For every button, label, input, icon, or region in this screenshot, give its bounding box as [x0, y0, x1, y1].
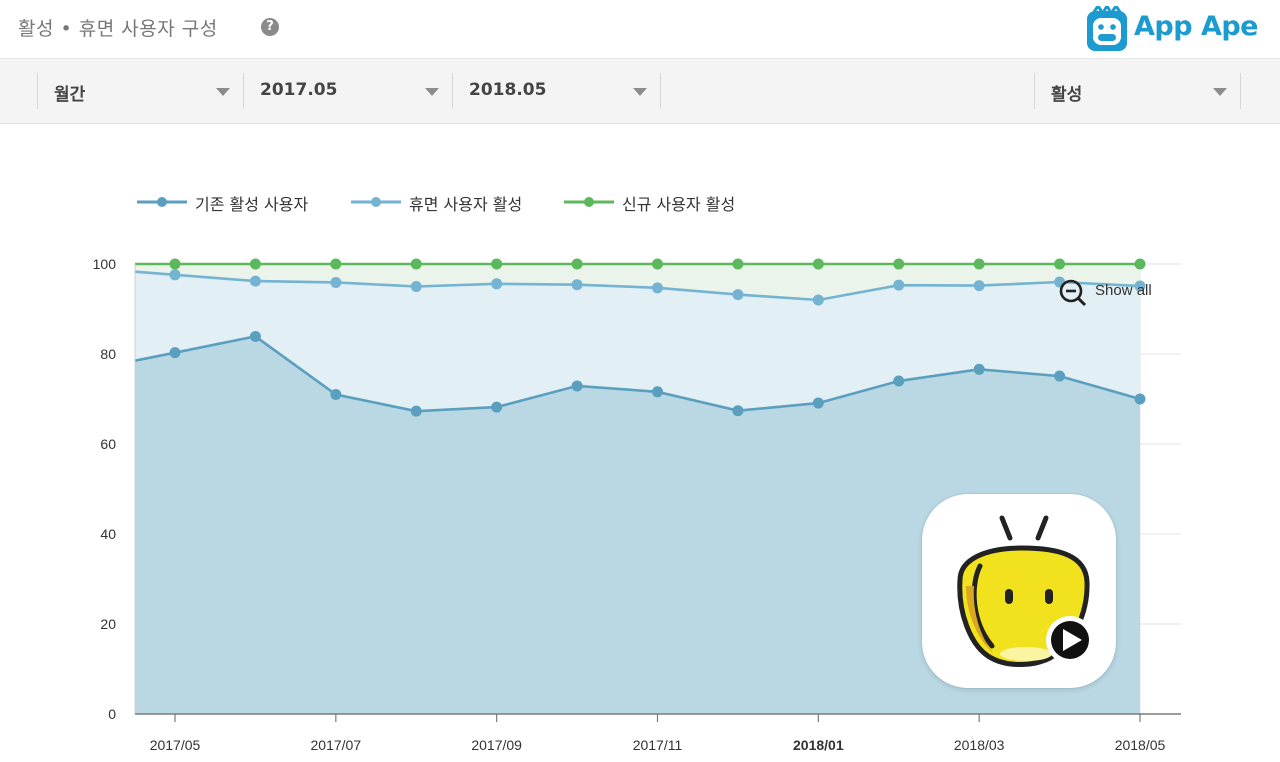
legend-label: 기존 활성 사용자 [195, 195, 309, 214]
zoom-out-icon [1059, 279, 1087, 307]
data-point [732, 289, 744, 301]
y-tick-label: 20 [100, 616, 116, 632]
data-point [169, 347, 181, 359]
series-line-1 [134, 270, 1141, 302]
legend-swatch-dormant [351, 197, 401, 207]
data-point [1134, 280, 1146, 292]
data-point [652, 258, 663, 270]
chevron-down-icon [425, 88, 439, 96]
x-tick-label: 2017/11 [633, 737, 683, 753]
legend-label: 신규 사용자 활성 [622, 195, 736, 214]
series-line-0 [134, 335, 1141, 413]
data-point [1054, 258, 1066, 270]
app-icon [922, 494, 1116, 688]
legend-swatch-existing [137, 197, 187, 207]
header-bar: 활성 • 휴면 사용자 구성 ? App Ape [0, 0, 1280, 59]
x-tick-label: 2018/03 [954, 737, 1005, 753]
x-tick-label: 2018/01 [793, 737, 844, 753]
data-point [652, 282, 663, 294]
x-tick-label: 2017/09 [471, 737, 522, 753]
data-point [812, 294, 824, 306]
data-point [249, 258, 261, 270]
data-point [169, 269, 181, 281]
data-point [330, 258, 342, 270]
brand-name: App Ape [1134, 11, 1259, 42]
data-point [169, 258, 181, 270]
data-point [973, 258, 985, 270]
show-all-button[interactable]: Show all [1058, 278, 1168, 307]
metric-dropdown-label: 활성 [1051, 85, 1083, 105]
end-month-dropdown[interactable]: 2018.05 [452, 73, 661, 109]
period-dropdown-label: 월간 [54, 85, 86, 105]
x-tick-label: 2018/05 [1115, 737, 1166, 753]
data-point [652, 386, 663, 398]
toolbar-spacer [660, 73, 1035, 109]
start-month-label: 2017.05 [260, 80, 338, 100]
y-tick-label: 100 [93, 256, 117, 272]
chevron-down-icon [1213, 88, 1227, 96]
end-month-label: 2018.05 [469, 80, 547, 100]
data-point [410, 258, 422, 270]
x-tick-label: 2017/07 [311, 737, 362, 753]
data-point [812, 258, 824, 270]
data-point [732, 258, 744, 270]
data-point [571, 258, 583, 270]
data-point [330, 389, 342, 400]
data-point [491, 278, 503, 290]
start-month-dropdown[interactable]: 2017.05 [243, 73, 453, 109]
area-fill-1 [135, 271, 1140, 412]
y-tick-label: 0 [108, 706, 116, 722]
y-tick-label: 60 [100, 436, 116, 452]
chevron-down-icon [216, 88, 230, 96]
data-point [330, 276, 342, 288]
toolbar-divider [1240, 73, 1241, 109]
y-tick-label: 80 [100, 346, 116, 362]
period-dropdown[interactable]: 월간 [37, 73, 244, 109]
filter-toolbar: 월간 2017.05 2018.05 활성 [0, 59, 1280, 124]
data-point [812, 397, 824, 409]
metric-dropdown[interactable]: 활성 [1034, 73, 1241, 109]
x-tick-label: 2017/05 [150, 737, 201, 753]
data-point [491, 258, 503, 270]
data-point [1054, 370, 1066, 382]
data-point [893, 258, 905, 270]
data-point [410, 405, 422, 417]
data-point [249, 330, 261, 342]
chart-axes: 0 20 40 60 80 100 2017/05 2017/07 2017/09 2017/11… [93, 256, 1181, 753]
y-tick-label: 40 [100, 526, 116, 542]
data-point [893, 279, 905, 291]
data-point [1134, 393, 1146, 405]
data-point [732, 405, 744, 417]
legend-swatch-new [564, 197, 614, 207]
data-point [1134, 258, 1146, 270]
data-point [491, 401, 503, 413]
data-point [571, 279, 583, 291]
data-point [410, 281, 422, 292]
chevron-down-icon [633, 88, 647, 96]
data-point [973, 363, 985, 375]
chart-areas [135, 264, 1140, 714]
yellow-mascot-app-icon [957, 515, 1094, 667]
chart-points [169, 258, 1146, 417]
chart-lines [134, 262, 1141, 413]
question-circle-icon[interactable]: ? [261, 18, 279, 36]
area-fill-2 [135, 264, 1140, 300]
data-point [249, 275, 261, 287]
legend-label: 휴면 사용자 활성 [409, 195, 523, 214]
area-fill-0 [135, 336, 1140, 714]
data-point [893, 375, 905, 387]
page-title: 활성 • 휴면 사용자 구성 [18, 18, 218, 40]
data-point [973, 280, 985, 292]
data-point [571, 380, 583, 392]
ape-mascot-icon [1087, 6, 1127, 51]
show-all-label: Show all [1095, 282, 1152, 299]
